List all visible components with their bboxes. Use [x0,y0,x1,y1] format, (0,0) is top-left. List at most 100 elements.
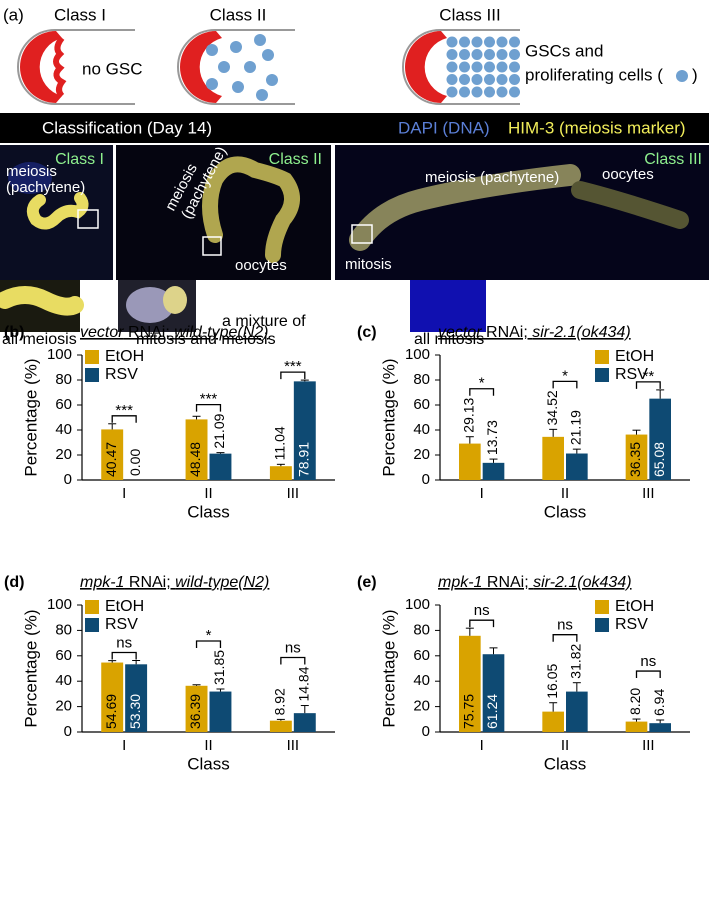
x-tick-label: II [204,737,212,754]
image-caption: all meiosis [2,331,77,348]
y-axis-label: Percentage (%) [379,609,398,727]
significance-label: ns [474,602,490,619]
image-label: oocytes [602,166,654,183]
data-label: 34.52 [544,390,560,425]
y-axis-label: Percentage (%) [379,358,398,476]
significance-bracket [552,634,578,642]
significance-label: ns [116,634,132,651]
bar [459,635,481,732]
legend-label: EtOH [105,348,144,365]
data-label: 31.82 [568,643,584,678]
significance-bracket [635,670,661,679]
bar [269,720,292,732]
y-tick-label: 100 [405,346,430,363]
bar [209,453,232,480]
significance-label: *** [115,402,133,419]
significance-label: ns [557,617,573,634]
legend-label: RSV [615,366,648,383]
significance-bracket [469,388,495,396]
y-tick-label: 0 [422,723,430,740]
significance-bracket [195,640,222,649]
image-label: oocytes [235,257,287,274]
title-part: RNAi; [482,324,533,341]
y-tick-label: 0 [64,471,72,488]
bar [482,654,505,732]
image-caption: all mitosis [414,331,484,348]
significance-bracket [111,415,137,423]
x-tick-label: I [480,737,484,754]
bar [101,662,124,732]
bar [185,419,208,480]
title-part: sir-2.1(ok434) [533,574,631,591]
significance-bracket [280,371,306,380]
y-tick-label: 60 [413,647,430,664]
bar [125,664,148,732]
panel-label: (d) [4,574,24,591]
legend-swatch [595,600,609,614]
panel-label: (c) [357,324,377,341]
data-label: 36.35 [627,442,643,477]
bar [101,429,124,480]
image-label: mitosis [345,256,392,273]
bar [625,721,648,732]
title-part: vector [438,324,482,341]
gonad-diagram [17,29,135,105]
image-label: (pachytene) [6,179,85,196]
y-tick-label: 20 [413,698,430,715]
significance-bracket [195,403,222,412]
x-tick-label: II [561,737,569,754]
micrograph [116,145,331,332]
x-tick-label: I [122,737,126,754]
bar [542,436,564,480]
y-tick-label: 40 [413,672,430,689]
diagram-text: GSCs and [525,41,603,60]
y-tick-label: 40 [55,421,72,438]
bar [459,443,481,480]
diagram-text: proliferating cells ( [525,65,663,84]
legend-swatch [85,350,99,364]
x-tick-label: III [642,737,655,754]
title-part: RNAi; [124,574,175,591]
title-part: RNAi; [482,574,533,591]
bar [293,713,316,732]
legend-swatch [85,368,99,382]
y-tick-label: 100 [405,596,430,613]
data-label: 11.04 [272,426,288,460]
x-tick-label: III [287,737,300,754]
significance-bracket [280,656,306,665]
data-label: 78.91 [295,442,311,477]
y-tick-label: 100 [47,596,72,613]
significance-label: *** [284,358,302,375]
image-caption: a mixture of [222,313,306,330]
class-title: Class I [54,5,106,24]
gonad-diagram [402,29,520,105]
y-tick-label: 60 [55,396,72,413]
diagram-text: ) [692,65,698,84]
x-tick-label: I [122,485,126,502]
bar [625,434,648,480]
image-label: meiosis (pachytene) [425,169,559,186]
title-part: wild-type(N2) [175,574,269,591]
data-label: 21.09 [211,413,227,448]
significance-bracket [635,381,661,389]
y-tick-label: 80 [55,621,72,638]
gonad-diagram [177,29,295,105]
y-tick-label: 20 [55,446,72,463]
data-label: 75.75 [461,694,477,729]
data-label: 14.84 [295,666,311,701]
micrograph [0,145,113,332]
legend-label: EtOH [105,598,144,615]
data-label: 6.94 [651,689,667,716]
legend-label: EtOH [615,598,654,615]
y-tick-label: 100 [47,346,72,363]
y-tick-label: 20 [413,446,430,463]
bar [542,711,564,732]
data-label: 54.69 [103,694,119,729]
legend-label: RSV [615,616,648,633]
banner [0,113,709,143]
significance-bracket [469,619,495,628]
chart-title: mpk-1 RNAi; sir-2.1(ok434) [438,574,632,591]
legend-label: RSV [105,616,138,633]
bar [209,691,232,732]
